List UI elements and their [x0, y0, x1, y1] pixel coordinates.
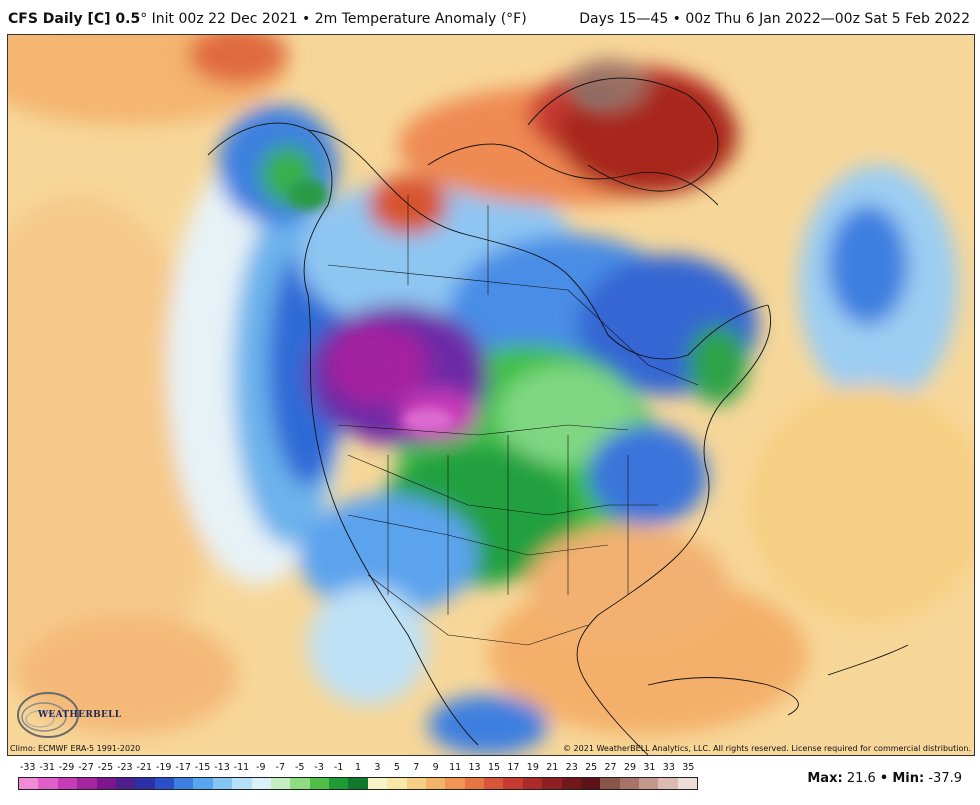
legend-swatch — [484, 778, 504, 789]
legend-tick-label: 5 — [393, 762, 400, 773]
legend-tick-label: -23 — [117, 762, 133, 773]
logo-text: WEATHERBELL — [38, 710, 122, 720]
legend-swatch — [406, 778, 426, 789]
legend-swatch — [290, 778, 310, 789]
legend-swatch — [561, 778, 581, 789]
logo-block: WEATHERBELL — [14, 689, 121, 739]
legend-tick-label: 19 — [526, 762, 539, 773]
legend-tick-label: -33 — [19, 762, 36, 773]
legend-swatch — [600, 778, 620, 789]
legend-tick-label: 13 — [468, 762, 481, 773]
legend-tick-label: -11 — [233, 762, 250, 773]
legend-tick-label: 25 — [585, 762, 598, 773]
model-name: CFS Daily [C] 0.5 — [8, 11, 141, 27]
max-min-stats: Max: 21.6 • Min: -37.9 — [807, 771, 962, 786]
legend-swatch — [309, 778, 329, 789]
legend-tick-label: 35 — [682, 762, 695, 773]
legend-tick-label: 3 — [374, 762, 381, 773]
legend-colorbar — [18, 777, 698, 790]
political-borders — [327, 195, 699, 646]
legend-swatch — [174, 778, 194, 789]
legend-tick-label: -13 — [214, 762, 230, 773]
legend-tick-label: -17 — [175, 762, 191, 773]
legend-tick-label: 23 — [565, 762, 578, 773]
legend-swatch — [367, 778, 388, 789]
anomaly-detail — [288, 85, 618, 432]
min-label: Min: — [892, 771, 925, 786]
map-canvas — [8, 35, 974, 755]
legend-tick-label: -3 — [314, 762, 324, 773]
title-detail: ° Init 00z 22 Dec 2021 • 2m Temperature … — [140, 11, 527, 27]
legend-tick-label: 33 — [662, 762, 675, 773]
stats-separator: • — [879, 771, 889, 786]
legend-swatch — [232, 778, 252, 789]
legend-swatch — [580, 778, 601, 789]
legend-swatch — [193, 778, 213, 789]
legend-tick-label: -21 — [136, 762, 153, 773]
legend-swatch — [425, 778, 446, 789]
legend-tick-label: 9 — [432, 762, 439, 773]
legend-swatch — [19, 778, 39, 789]
legend-tick-label: 1 — [354, 762, 362, 773]
map-title: CFS Daily [C] 0.5° Init 00z 22 Dec 2021 … — [8, 11, 527, 27]
legend-swatch — [503, 778, 523, 789]
legend-swatch — [542, 778, 562, 789]
legend-swatch — [387, 778, 407, 789]
legend-swatch — [677, 778, 698, 789]
valid-period: Days 15—45 • 00z Thu 6 Jan 2022—00z Sat … — [579, 11, 970, 27]
legend-tick-label: -9 — [256, 762, 266, 773]
legend-tick-label: -29 — [58, 762, 75, 773]
legend-swatch — [154, 778, 174, 789]
legend-swatch — [445, 778, 465, 789]
legend-swatch — [38, 778, 58, 789]
min-value: -37.9 — [928, 771, 962, 786]
legend-swatch — [658, 778, 678, 789]
legend-swatch — [270, 778, 291, 789]
legend-tick-label: -15 — [194, 762, 211, 773]
legend-tick-label: -5 — [294, 762, 305, 773]
coastlines — [207, 77, 909, 755]
legend-swatch — [329, 778, 349, 789]
legend-swatch — [96, 778, 116, 789]
color-legend: -33 -31 -29 -27 -25 -23 -21 -19 -17 -15 -13 -11 -9 -7… — [0, 757, 980, 805]
legend-swatch — [77, 778, 97, 789]
legend-swatch — [639, 778, 659, 789]
legend-tick-label: -7 — [275, 762, 286, 773]
legend-ticks: -33 -31 -29 -27 -25 -23 -21 -19 -17 -15 -13 -11 -9 -7… — [16, 762, 706, 776]
weatherbell-logo — [17, 692, 79, 738]
legend-tick-label: 11 — [449, 762, 462, 773]
legend-swatch — [115, 778, 136, 789]
legend-swatch — [619, 778, 639, 789]
anomaly-field — [8, 35, 974, 755]
legend-swatch — [251, 778, 271, 789]
legend-tick-label: 31 — [643, 762, 656, 773]
legend-swatch — [522, 778, 543, 789]
legend-swatch — [135, 778, 155, 789]
legend-swatch — [464, 778, 484, 789]
legend-swatch — [348, 778, 368, 789]
legend-tick-label: -19 — [155, 762, 172, 773]
legend-tick-label: 21 — [546, 762, 559, 773]
legend-tick-label: 27 — [604, 762, 617, 773]
legend-tick-label: 29 — [623, 762, 637, 773]
anomaly-map: WEATHERBELL Climo: ECMWF ERA-5 1991-2020… — [7, 34, 975, 756]
legend-tick-label: 15 — [487, 762, 501, 773]
legend-swatch — [57, 778, 78, 789]
max-value: 21.6 — [846, 771, 876, 786]
legend-swatch — [212, 778, 233, 789]
legend-tick-label: -27 — [78, 762, 94, 773]
legend-tick-label: -1 — [333, 762, 344, 773]
legend-tick-label: 17 — [507, 762, 520, 773]
climo-note: Climo: ECMWF ERA-5 1991-2020 — [10, 744, 141, 753]
copyright-note: © 2021 WeatherBELL Analytics, LLC. All r… — [563, 744, 971, 753]
legend-tick-label: 7 — [413, 762, 420, 773]
max-label: Max: — [807, 771, 843, 786]
legend-tick-label: -31 — [39, 762, 55, 773]
map-header: CFS Daily [C] 0.5° Init 00z 22 Dec 2021 … — [0, 0, 980, 34]
legend-tick-label: -25 — [97, 762, 114, 773]
